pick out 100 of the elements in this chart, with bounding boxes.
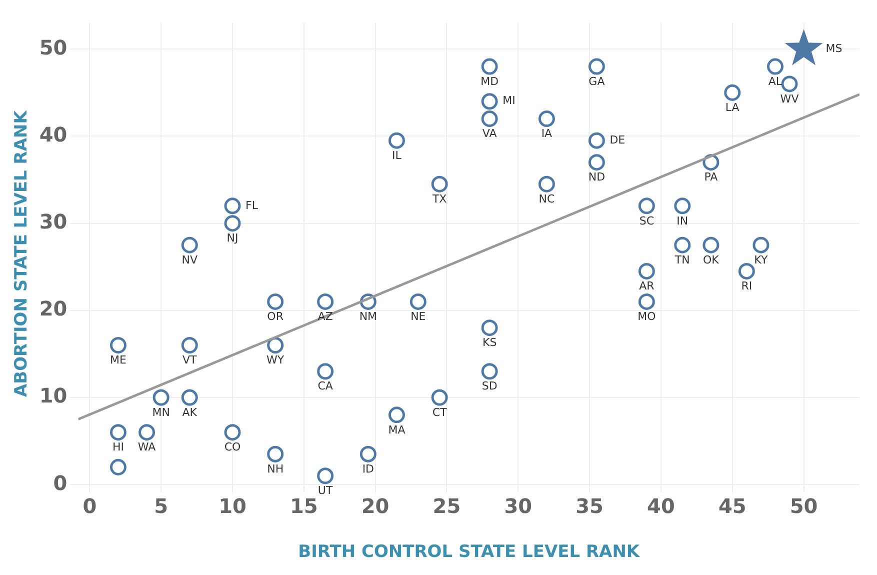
point xyxy=(267,446,284,462)
x-tick-label: 30 xyxy=(504,494,532,518)
x-tick-label: 25 xyxy=(432,494,461,518)
annotation: MN xyxy=(152,406,170,419)
point xyxy=(674,198,691,214)
annotation: HI xyxy=(112,440,124,454)
point xyxy=(224,215,241,232)
annotation: CO xyxy=(224,440,241,454)
point xyxy=(224,424,241,441)
x-tick-label: 15 xyxy=(290,494,318,518)
point xyxy=(410,293,426,310)
annotation: MI xyxy=(502,94,516,108)
annotation: UT xyxy=(318,484,333,498)
annotation: AK xyxy=(182,406,198,419)
x-tick-label: 40 xyxy=(647,494,675,518)
annotation: TX xyxy=(431,192,448,206)
annotation: NE xyxy=(410,310,426,324)
y-tick-label: 0 xyxy=(53,470,68,495)
point xyxy=(538,176,555,192)
point xyxy=(702,236,720,254)
x-tick-label: 10 xyxy=(218,494,246,518)
annotation: VA xyxy=(482,127,498,140)
x-tick-label: 5 xyxy=(154,494,168,518)
point xyxy=(152,389,170,406)
annotation: IA xyxy=(541,127,553,140)
point xyxy=(267,337,284,354)
point xyxy=(766,58,784,75)
annotation: MO xyxy=(638,310,656,324)
annotation: SD xyxy=(482,380,498,393)
annotation: CT xyxy=(432,406,448,419)
point xyxy=(110,424,126,441)
point xyxy=(360,446,376,462)
annotation: IN xyxy=(676,214,688,228)
point xyxy=(181,337,198,354)
point xyxy=(638,198,655,214)
annotation: RI xyxy=(741,280,752,293)
point xyxy=(638,262,655,280)
annotation: FL xyxy=(245,198,259,212)
annotation: MA xyxy=(388,423,406,436)
annotation: OK xyxy=(703,253,720,266)
point xyxy=(588,154,605,171)
x-tick-label: 45 xyxy=(718,494,746,518)
point xyxy=(388,132,405,149)
annotation: WY xyxy=(266,354,284,367)
point xyxy=(588,132,605,149)
point xyxy=(481,363,498,380)
annotation: NH xyxy=(267,462,284,476)
point xyxy=(138,424,156,441)
point xyxy=(481,320,498,336)
point xyxy=(674,236,691,254)
annotation: MS xyxy=(826,42,842,55)
annotation: OR xyxy=(267,310,284,324)
point xyxy=(267,293,284,310)
y-tick-label: 30 xyxy=(39,210,68,234)
point xyxy=(481,58,498,75)
annotation: VT xyxy=(182,354,198,367)
annotation: GA xyxy=(588,74,606,88)
point xyxy=(724,84,741,101)
point xyxy=(538,110,555,128)
x-tick-label: 20 xyxy=(361,494,390,518)
annotation: AR xyxy=(639,280,655,293)
annotation: KS xyxy=(482,336,497,350)
point xyxy=(181,236,198,254)
point xyxy=(110,337,126,354)
annotation: ND xyxy=(588,170,606,184)
annotation: MD xyxy=(480,74,499,88)
annotation: CA xyxy=(318,380,334,393)
point xyxy=(317,293,334,310)
y-tick-label: 10 xyxy=(39,384,68,408)
annotation: WA xyxy=(138,440,156,454)
annotation: LA xyxy=(725,101,740,114)
annotation: IL xyxy=(392,148,402,162)
annotation: AL xyxy=(768,74,783,88)
annotation: ME xyxy=(110,354,126,367)
point xyxy=(388,406,405,424)
y-axis-title: ABORTION STATE LEVEL RANK xyxy=(12,110,32,398)
point xyxy=(224,198,241,214)
annotation: NC xyxy=(538,192,555,206)
annotation: DE xyxy=(610,133,626,146)
point xyxy=(481,93,498,110)
x-tick-label: 0 xyxy=(82,494,97,518)
x-tick-label: 35 xyxy=(576,494,604,518)
point xyxy=(317,363,334,380)
annotation: ID xyxy=(362,462,374,476)
point xyxy=(317,468,334,484)
point xyxy=(110,458,126,476)
annotation: PA xyxy=(704,170,718,184)
annotation: KY xyxy=(754,253,768,266)
point xyxy=(781,76,798,92)
point xyxy=(738,262,755,280)
point xyxy=(431,176,448,192)
y-tick-label: 40 xyxy=(39,122,68,146)
y-tick-label: 50 xyxy=(39,35,68,60)
annotation: NJ xyxy=(226,232,238,245)
annotation: WV xyxy=(780,92,800,106)
point xyxy=(752,236,770,254)
point xyxy=(638,293,655,310)
annotation: NM xyxy=(359,310,378,324)
y-tick-label: 20 xyxy=(39,296,68,321)
x-axis-title: BIRTH CONTROL STATE LEVEL RANK xyxy=(298,542,640,562)
